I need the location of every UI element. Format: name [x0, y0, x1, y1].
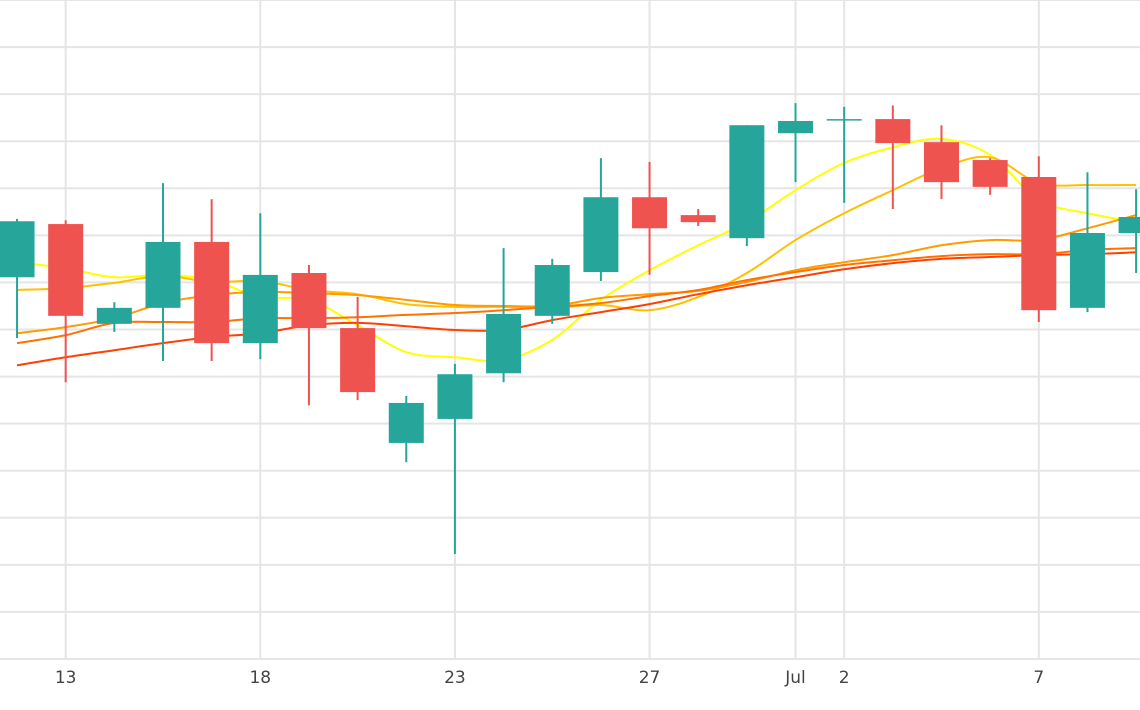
x-tick-label: 2	[839, 668, 850, 688]
candle-body	[583, 197, 619, 273]
candles	[0, 103, 1140, 555]
candle-body	[340, 328, 376, 393]
candle-increasing	[96, 302, 132, 332]
candle-decreasing	[340, 297, 376, 401]
candle-decreasing	[194, 199, 230, 362]
candle-decreasing	[291, 265, 327, 406]
candle-body	[48, 224, 84, 316]
candle-increasing	[486, 248, 522, 383]
candle-increasing	[729, 125, 765, 247]
ma-2-line	[16, 155, 1137, 312]
candle-increasing	[1118, 189, 1140, 274]
candle-body	[632, 197, 668, 229]
candle-body	[145, 241, 181, 308]
candle-body	[1118, 216, 1140, 234]
candle-body	[388, 402, 424, 443]
candle-body	[194, 241, 230, 344]
x-tick-label: 18	[249, 668, 271, 688]
candle-body	[1021, 176, 1057, 311]
candle-body	[0, 221, 35, 278]
candle-body	[534, 265, 570, 316]
candle-increasing	[388, 395, 424, 463]
candle-increasing	[0, 218, 35, 338]
candle-body	[826, 119, 862, 121]
candle-decreasing	[875, 105, 911, 209]
candle-increasing	[145, 183, 181, 362]
candle-decreasing	[972, 158, 1008, 195]
candle-body	[1069, 233, 1105, 308]
candle-increasing	[778, 103, 814, 183]
candle-decreasing	[1021, 156, 1057, 322]
x-tick-label: 13	[55, 668, 77, 688]
candle-body	[242, 274, 278, 344]
moving-average-lines	[16, 137, 1137, 367]
candle-decreasing	[923, 125, 959, 200]
candle-body	[680, 215, 716, 223]
candle-increasing	[826, 106, 862, 203]
candle-body	[923, 142, 959, 183]
ma-1-line	[16, 137, 1137, 363]
candle-increasing	[242, 213, 278, 360]
x-tick-label: 27	[639, 668, 661, 688]
candle-decreasing	[680, 208, 716, 226]
candle-body	[875, 119, 911, 144]
candle-body	[96, 307, 132, 324]
candle-decreasing	[48, 220, 84, 383]
ma-5-line	[16, 251, 1137, 367]
candle-body	[291, 273, 327, 329]
candle-decreasing	[632, 161, 668, 275]
candle-increasing	[437, 363, 473, 555]
x-tick-label: 7	[1033, 668, 1044, 688]
candle-increasing	[1069, 172, 1105, 313]
gridlines	[0, 0, 1140, 660]
candle-body	[729, 125, 765, 239]
candle-increasing	[534, 258, 570, 324]
candle-body	[972, 160, 1008, 187]
candle-increasing	[583, 158, 619, 282]
candle-body	[486, 313, 522, 374]
x-axis-ticks: 13 18 23 27 Jul 2 7	[55, 668, 1044, 688]
x-tick-label: 23	[444, 668, 466, 688]
x-tick-label: Jul	[784, 668, 806, 688]
candle-body	[437, 374, 473, 419]
candle-body	[778, 120, 814, 134]
